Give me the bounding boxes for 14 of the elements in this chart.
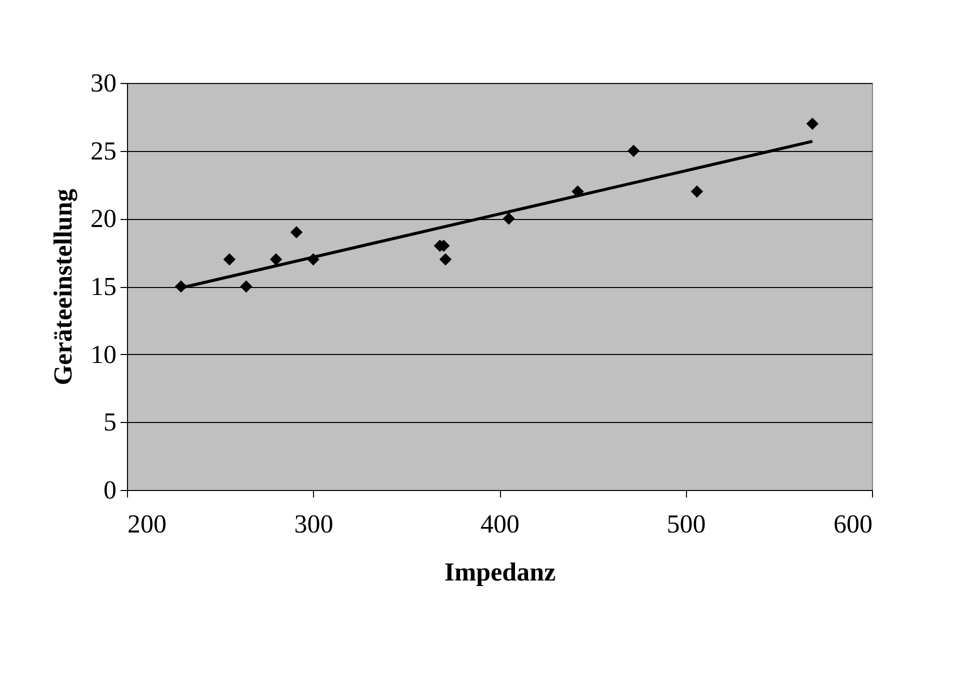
y-tick-label: 20 xyxy=(90,204,116,234)
x-tick-label: 600 xyxy=(834,510,872,538)
x-axis-title: Impedanz xyxy=(444,558,556,586)
y-tick-label: 5 xyxy=(104,408,116,437)
x-tick-label: 300 xyxy=(294,510,334,538)
y-tick-label: 25 xyxy=(90,136,116,166)
y-axis-title: Geräteeinstellung xyxy=(48,188,78,386)
y-tick-label: 10 xyxy=(90,340,116,369)
x-tick-label: 400 xyxy=(480,510,520,538)
x-tick-label: 500 xyxy=(666,510,706,538)
y-tick-label: 0 xyxy=(104,476,116,504)
x-tick-label: 200 xyxy=(128,510,166,538)
y-tick-label: 15 xyxy=(90,272,116,301)
y-tick-label: 30 xyxy=(90,68,116,98)
